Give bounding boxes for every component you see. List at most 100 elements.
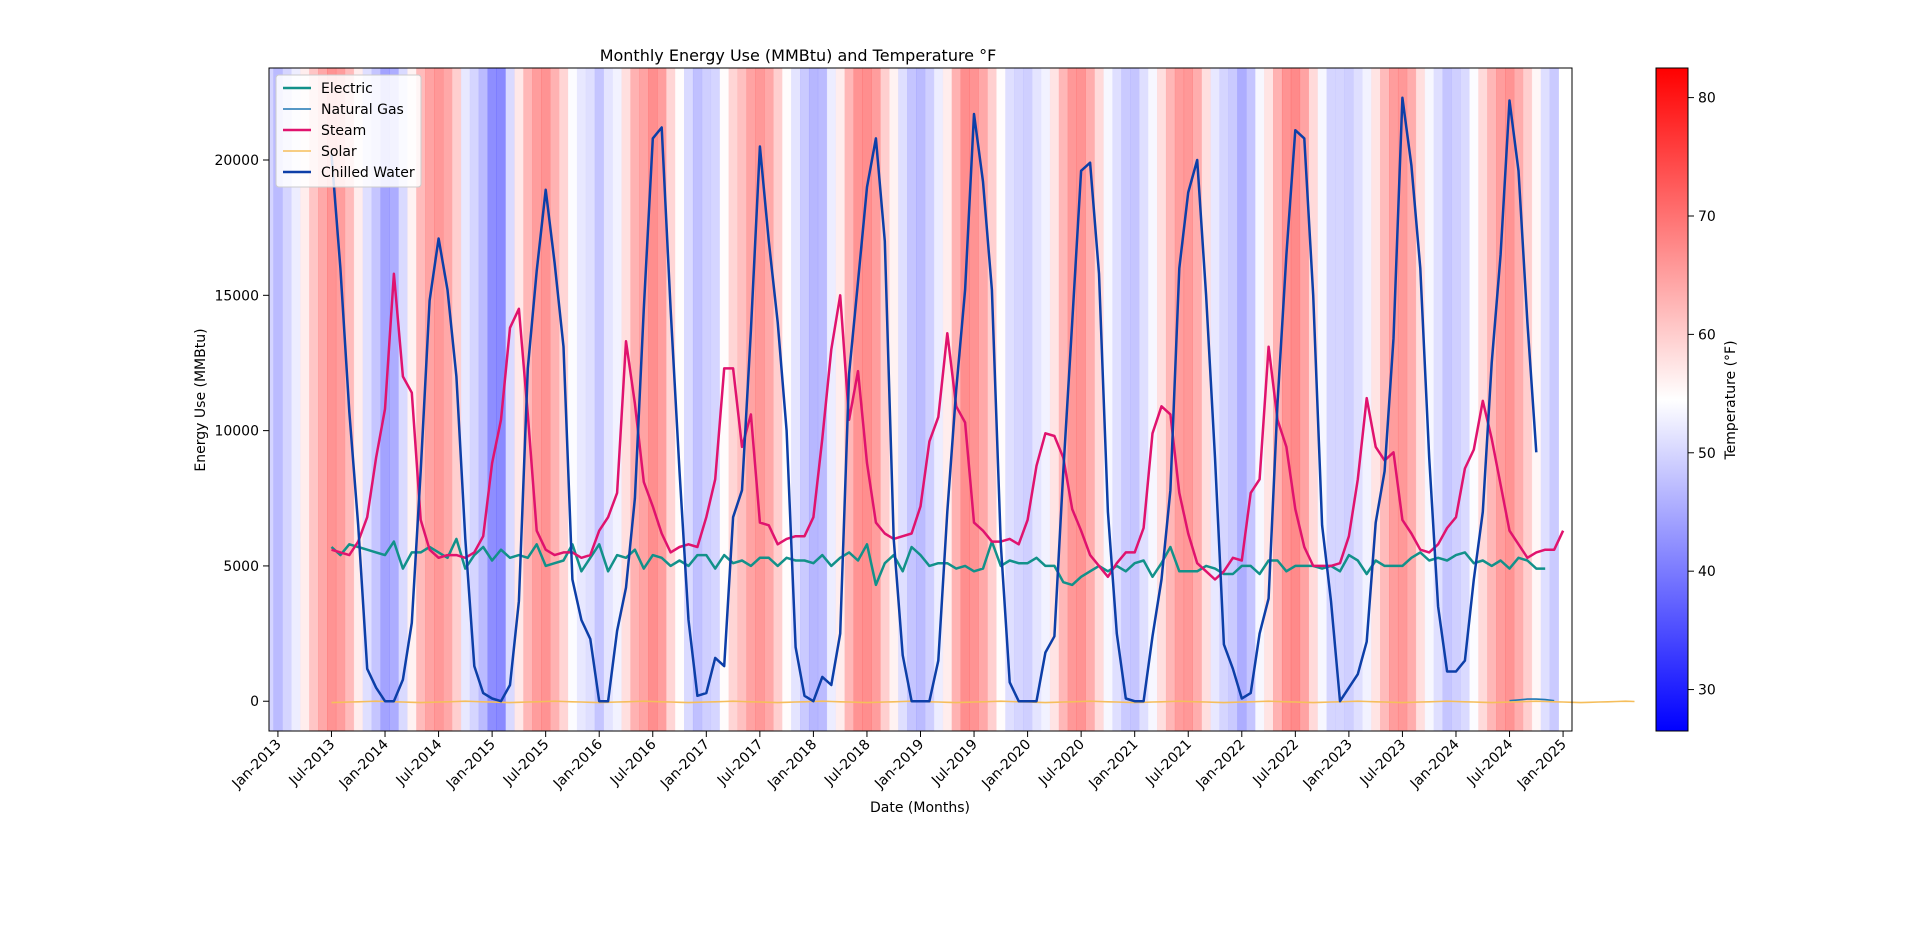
temperature-band <box>880 68 890 731</box>
temperature-band <box>719 68 729 731</box>
temperature-band <box>425 68 435 731</box>
y-tick-label: 10000 <box>214 424 259 440</box>
x-tick-label: Jul-2021 <box>1142 737 1195 790</box>
x-tick-label: Jan-2013 <box>229 737 285 793</box>
temperature-band <box>1433 68 1443 731</box>
temperature-band <box>773 68 783 731</box>
temperature-band <box>907 68 917 731</box>
colorbar-tick-label: 40 <box>1698 564 1716 580</box>
temperature-band <box>755 68 765 731</box>
temperature-band <box>853 68 863 731</box>
series-line-steam <box>331 272 1565 581</box>
x-tick-label: Jan-2022 <box>1193 737 1249 793</box>
temperature-band <box>862 68 872 731</box>
temperature-band <box>1157 68 1167 731</box>
temperature-band <box>969 68 979 731</box>
temperature-band <box>514 68 524 731</box>
temperature-band <box>1174 68 1185 731</box>
temperature-band <box>1165 68 1176 731</box>
temperature-band <box>933 68 944 731</box>
temperature-band <box>1505 68 1515 731</box>
x-tick-label: Jul-2020 <box>1035 737 1088 790</box>
temperature-band <box>1228 68 1238 731</box>
legend-label: Electric <box>321 81 373 97</box>
colorbar-tick-label: 60 <box>1698 327 1716 343</box>
temperature-band <box>898 68 908 731</box>
temperature-band <box>434 68 444 731</box>
temperature-band <box>1513 68 1524 731</box>
temperature-band <box>1344 68 1354 731</box>
x-tick-label: Jul-2014 <box>393 736 446 789</box>
y-axis-label: Energy Use (MMBtu) <box>193 328 209 471</box>
temperature-band <box>469 68 480 731</box>
temperature-band <box>1112 68 1122 731</box>
temperature-band <box>728 68 738 731</box>
temperature-band <box>1058 68 1069 731</box>
temperature-band <box>1067 68 1077 731</box>
temperature-band <box>1201 68 1211 731</box>
colorbar: 30 40 50 60 70 80 <box>1655 67 1716 732</box>
y-tick-label: 20000 <box>214 153 259 169</box>
temperature-band <box>585 68 596 731</box>
temperature-band <box>800 68 810 731</box>
colorbar-tick-label: 30 <box>1698 683 1716 699</box>
temperature-band <box>1290 68 1301 731</box>
temperature-band <box>389 68 399 731</box>
temperature-band <box>916 68 926 731</box>
temperature-band <box>1424 68 1434 731</box>
temperature-band <box>1183 68 1194 731</box>
temperature-band <box>1139 68 1149 731</box>
temperature-band <box>648 68 658 731</box>
temperature-band <box>1469 68 1479 731</box>
temperature-band <box>639 68 649 731</box>
temperature-band <box>362 68 372 731</box>
temperature-band <box>1299 68 1310 731</box>
temperature-band <box>1219 68 1229 731</box>
temperature-band <box>1255 68 1265 731</box>
temperature-band <box>1380 68 1390 731</box>
x-tick-label: Jul-2013 <box>286 737 339 790</box>
colorbar-tick-label: 80 <box>1698 91 1716 107</box>
x-tick-label: Jan-2020 <box>978 737 1034 793</box>
temperature-band <box>710 68 720 731</box>
temperature-band <box>541 68 551 731</box>
temperature-band <box>791 68 801 731</box>
temperature-band <box>269 68 274 731</box>
y-tick-label: 15000 <box>214 288 259 304</box>
x-axis-label: Date (Months) <box>870 800 970 816</box>
temperature-band <box>657 68 667 731</box>
x-tick-label: Jul-2018 <box>821 737 874 790</box>
x-tick-label: Jan-2017 <box>657 737 713 793</box>
temperature-band <box>1281 68 1292 731</box>
temperature-band <box>567 68 578 731</box>
series-line-natural-gas <box>1509 698 1555 702</box>
x-tick-label: Jan-2016 <box>550 736 606 792</box>
temperature-band <box>1496 68 1506 731</box>
temperature-band <box>291 68 301 731</box>
temperature-band <box>309 68 319 731</box>
temperature-band <box>300 68 310 731</box>
temperature-band <box>273 68 283 731</box>
temperature-band <box>1040 68 1051 731</box>
x-tick-label: Jul-2016 <box>607 736 660 789</box>
temperature-band <box>496 68 506 731</box>
series-line-chilled-water <box>330 96 1538 703</box>
temperature-band <box>1032 68 1042 731</box>
temperature-band <box>460 68 471 731</box>
temperature-band <box>978 68 988 731</box>
temperature-band <box>1246 68 1256 731</box>
colorbar-tick-label: 70 <box>1698 209 1716 225</box>
temperature-band <box>416 68 426 731</box>
temperature-band <box>1121 68 1131 731</box>
temperature-band <box>1005 68 1015 731</box>
temperature-band <box>1531 68 1542 731</box>
temperature-band <box>1264 68 1274 731</box>
temperature-band <box>1540 68 1550 731</box>
temperature-band <box>532 68 542 731</box>
temperature-band <box>559 68 569 731</box>
legend-label: Chilled Water <box>321 165 415 181</box>
temperature-band <box>1487 68 1497 731</box>
temperature-band <box>523 68 533 731</box>
temperature-band <box>1549 68 1559 731</box>
